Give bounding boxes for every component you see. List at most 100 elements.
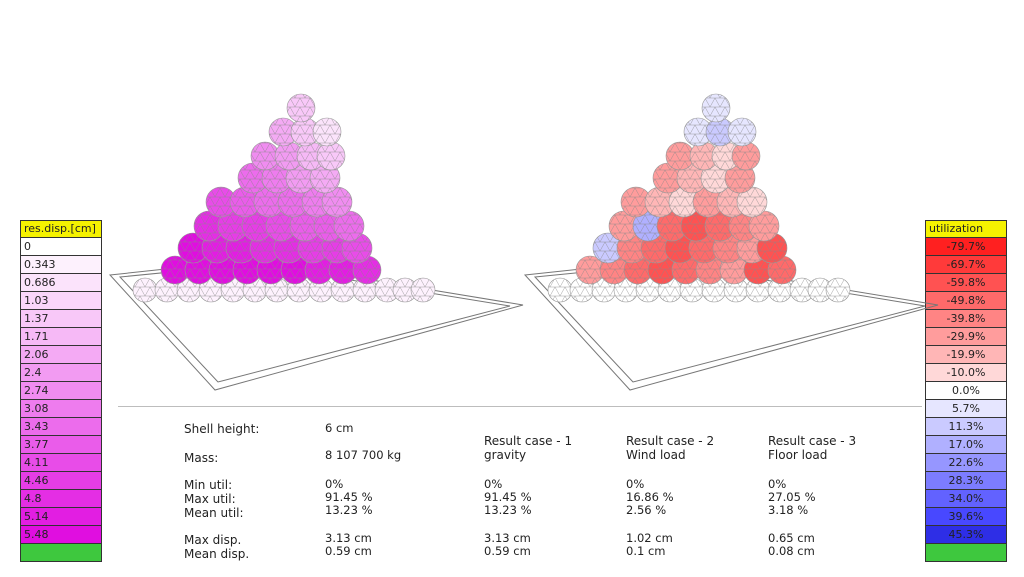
case-2-max-util: 16.86 %: [626, 490, 674, 504]
mesh-overlay: [291, 118, 319, 146]
case-3-min-util: 0%: [768, 477, 787, 491]
mesh-overlay: [669, 187, 699, 217]
case-3-max-util: 27.05 %: [768, 490, 816, 504]
displacement-legend-cell: 0.686: [21, 274, 101, 292]
displacement-legend-cell: 3.08: [21, 400, 101, 418]
mesh-overlay: [230, 187, 260, 217]
mesh-overlay: [199, 278, 223, 302]
mesh-overlay: [317, 142, 345, 170]
mean-util-label: Mean util:: [184, 506, 244, 520]
case-1-title: Result case - 1: [484, 434, 573, 448]
displacement-legend-cell: 2.06: [21, 346, 101, 364]
utilization-legend-cell: 28.3%: [926, 472, 1006, 490]
mesh-overlay: [768, 278, 792, 302]
displacement-legend-cell: 4.46: [21, 472, 101, 490]
mesh-overlay: [684, 118, 712, 146]
mesh-overlay: [677, 163, 707, 193]
displacement-legend-footer-swatch: [21, 544, 101, 561]
mesh-overlay: [636, 278, 660, 302]
mesh-overlay: [178, 233, 208, 263]
mesh-overlay: [576, 256, 604, 284]
mesh-overlay: [297, 142, 325, 170]
overall-mean-util: 13.23 %: [325, 503, 373, 517]
mesh-overlay: [194, 211, 224, 241]
mesh-overlay: [749, 211, 779, 241]
case-1-min-util: 0%: [484, 477, 503, 491]
displacement-legend-cell: 4.11: [21, 454, 101, 472]
mesh-overlay: [706, 118, 734, 146]
mesh-overlay: [353, 278, 377, 302]
mesh-overlay: [724, 278, 748, 302]
utilization-legend-cell: -49.8%: [926, 292, 1006, 310]
mesh-overlay: [287, 94, 315, 122]
displacement-legend-cell: 1.37: [21, 310, 101, 328]
mesh-overlay: [411, 278, 435, 302]
mesh-overlay: [310, 163, 340, 193]
mesh-overlay: [393, 278, 417, 302]
utilization-legend-cell: 17.0%: [926, 436, 1006, 454]
max-util-label: Max util:: [184, 492, 236, 506]
displacement-legend-cell: 5.48: [21, 526, 101, 544]
overall-max-util: 91.45 %: [325, 490, 373, 504]
utilization-legend-cell: -69.7%: [926, 256, 1006, 274]
utilization-legend-cell: 22.6%: [926, 454, 1006, 472]
case-3-name: Floor load: [768, 448, 828, 462]
mesh-overlay: [177, 278, 201, 302]
case-3-max-disp: 0.65 cm: [768, 531, 815, 545]
utilization-legend-cell: -19.9%: [926, 346, 1006, 364]
mesh-overlay: [286, 163, 316, 193]
mesh-overlay: [331, 278, 355, 302]
displacement-model-view[interactable]: [105, 80, 525, 400]
shell-geometry: [547, 93, 851, 303]
max-disp-label: Max disp.: [184, 533, 242, 547]
mesh-overlay: [593, 233, 623, 263]
utilization-legend-cell: -79.7%: [926, 238, 1006, 256]
mesh-overlay: [262, 163, 292, 193]
mesh-overlay: [693, 187, 723, 217]
utilization-legend-cell: -59.8%: [926, 274, 1006, 292]
mesh-overlay: [592, 278, 616, 302]
displacement-legend-cell: 0.343: [21, 256, 101, 274]
mesh-overlay: [826, 278, 850, 302]
mesh-overlay: [681, 211, 711, 241]
case-2-name: Wind load: [626, 448, 686, 462]
case-1-max-disp: 3.13 cm: [484, 531, 531, 545]
displacement-legend-cell: 3.43: [21, 418, 101, 436]
mesh-overlay: [705, 211, 735, 241]
mesh-overlay: [161, 256, 189, 284]
shell-height-value: 6 cm: [325, 421, 354, 435]
utilization-legend-cell: -10.0%: [926, 364, 1006, 382]
mesh-overlay: [790, 278, 814, 302]
mesh-overlay: [621, 187, 651, 217]
utilization-legend-cell: 45.3%: [926, 526, 1006, 544]
utilization-legend-title: utilization: [926, 221, 1006, 238]
overall-mean-disp: 0.59 cm: [325, 544, 372, 558]
mass-label: Mass:: [184, 451, 219, 465]
displacement-legend-cell: 3.77: [21, 436, 101, 454]
mesh-overlay: [238, 163, 268, 193]
mesh-overlay: [725, 163, 755, 193]
case-2-mean-disp: 0.1 cm: [626, 544, 666, 558]
mesh-overlay: [657, 211, 687, 241]
case-2-mean-util: 2.56 %: [626, 503, 667, 517]
mesh-overlay: [322, 187, 352, 217]
case-2-title: Result case - 2: [626, 434, 715, 448]
case-3-mean-disp: 0.08 cm: [768, 544, 815, 558]
case-3-title: Result case - 3: [768, 434, 857, 448]
mesh-overlay: [275, 142, 303, 170]
case-3-mean-util: 3.18 %: [768, 503, 809, 517]
displacement-legend-cell: 2.74: [21, 382, 101, 400]
mesh-overlay: [133, 278, 157, 302]
utilization-model-view[interactable]: [520, 80, 940, 400]
mesh-overlay: [278, 187, 308, 217]
mesh-overlay: [614, 278, 638, 302]
mesh-overlay: [653, 163, 683, 193]
mesh-overlay: [266, 211, 296, 241]
mass-value: 8 107 700 kg: [325, 448, 402, 462]
case-2-min-util: 0%: [626, 477, 645, 491]
mesh-overlay: [732, 142, 760, 170]
mesh-overlay: [290, 211, 320, 241]
mesh-overlay: [666, 142, 694, 170]
shell-height-label: Shell height:: [184, 422, 260, 436]
mesh-overlay: [548, 278, 572, 302]
